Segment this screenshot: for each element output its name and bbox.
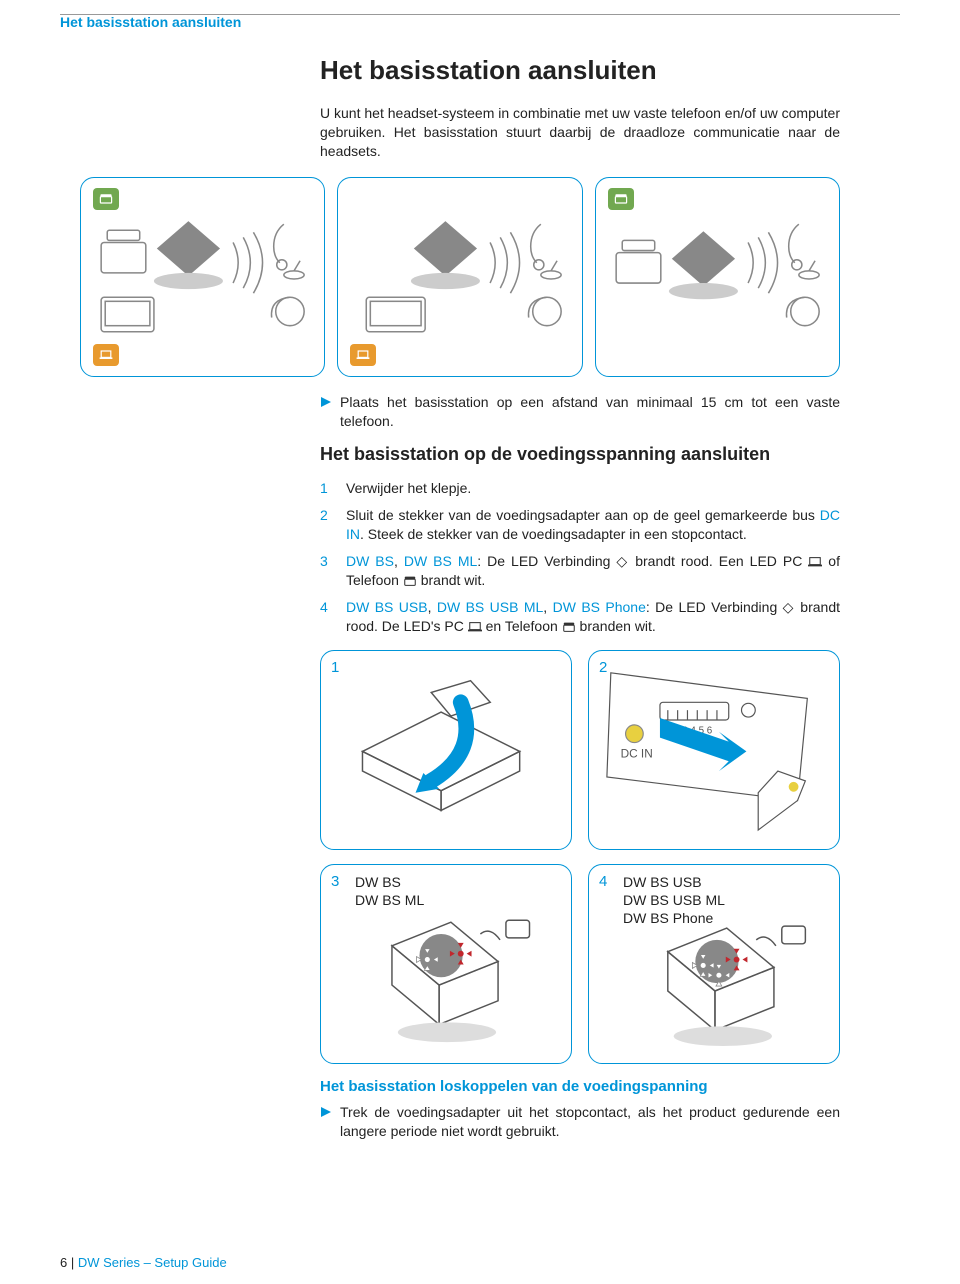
step-1: 1 Verwijder het klepje. <box>320 479 840 498</box>
bullet-distance: Plaats het basisstation op een afstand v… <box>320 393 840 431</box>
footer-guide: DW Series – Setup Guide <box>78 1255 227 1270</box>
step-number: 2 <box>320 506 334 525</box>
page-footer: 6 | DW Series – Setup Guide <box>60 1255 227 1270</box>
phone-icon <box>608 188 634 210</box>
image-box-4: 4 DW BS USB DW BS USB ML DW BS Phone <box>588 864 840 1064</box>
laptop-icon <box>350 344 376 366</box>
step-text: DW BS, DW BS ML: De LED Verbinding ◇ bra… <box>346 552 840 590</box>
images-row-2: 3 DW BS DW BS ML <box>320 864 840 1064</box>
panel-phone-and-pc <box>80 177 325 377</box>
images-row-1: 1 2 <box>320 650 840 850</box>
disconnect-title: Het basisstation loskoppelen van de voed… <box>320 1078 840 1095</box>
step-number: 4 <box>320 598 334 617</box>
svg-text:DC IN: DC IN <box>621 747 653 760</box>
laptop-icon <box>93 344 119 366</box>
footer-sep: | <box>67 1255 78 1270</box>
image-box-1: 1 <box>320 650 572 850</box>
illustration-remove-cover <box>333 663 559 840</box>
illustration-dc-in: 1 2 3 4 5 6 DC IN <box>601 663 827 840</box>
step-number: 3 <box>320 552 334 571</box>
step-text: Verwijder het klepje. <box>346 479 840 498</box>
play-icon <box>320 1106 332 1118</box>
header-section-title: Het basisstation aansluiten <box>60 14 241 30</box>
steps-list: 1 Verwijder het klepje. 2 Sluit de stekk… <box>320 479 840 635</box>
content-area: Het basisstation aansluiten U kunt het h… <box>320 55 840 1140</box>
intro-paragraph: U kunt het headset-systeem in combinatie… <box>320 104 840 161</box>
panel-pc-only <box>337 177 582 377</box>
page: Het basisstation aansluiten Het basissta… <box>0 14 960 1284</box>
panel-illustration <box>606 212 829 344</box>
step-text: DW BS USB, DW BS USB ML, DW BS Phone: De… <box>346 598 840 636</box>
phone-icon <box>562 621 576 633</box>
phone-icon <box>93 188 119 210</box>
step-4: 4 DW BS USB, DW BS USB ML, DW BS Phone: … <box>320 598 840 636</box>
step-2: 2 Sluit de stekker van de voedingsadapte… <box>320 506 840 544</box>
connection-panels <box>80 177 840 377</box>
image-box-3: 3 DW BS DW BS ML <box>320 864 572 1064</box>
bullet-distance-text: Plaats het basisstation op een afstand v… <box>340 393 840 431</box>
step-text: Sluit de stekker van de voedingsadapter … <box>346 506 840 544</box>
step-number: 1 <box>320 479 334 498</box>
panel-illustration <box>348 212 571 344</box>
play-icon <box>320 396 332 408</box>
panel-phone-only <box>595 177 840 377</box>
power-title: Het basisstation op de voedingsspanning … <box>320 444 840 465</box>
illustration-led-bs <box>333 877 559 1054</box>
pc-icon <box>808 556 822 568</box>
bullet-disconnect-text: Trek de voedingsadapter uit het stopcont… <box>340 1103 840 1141</box>
illustration-led-usb <box>601 877 827 1054</box>
page-title: Het basisstation aansluiten <box>320 55 840 86</box>
bullet-disconnect: Trek de voedingsadapter uit het stopcont… <box>320 1103 840 1141</box>
step-3: 3 DW BS, DW BS ML: De LED Verbinding ◇ b… <box>320 552 840 590</box>
pc-icon <box>468 621 482 633</box>
image-box-2: 2 1 2 3 4 5 6 DC IN <box>588 650 840 850</box>
panel-illustration <box>91 212 314 344</box>
phone-icon <box>403 575 417 587</box>
